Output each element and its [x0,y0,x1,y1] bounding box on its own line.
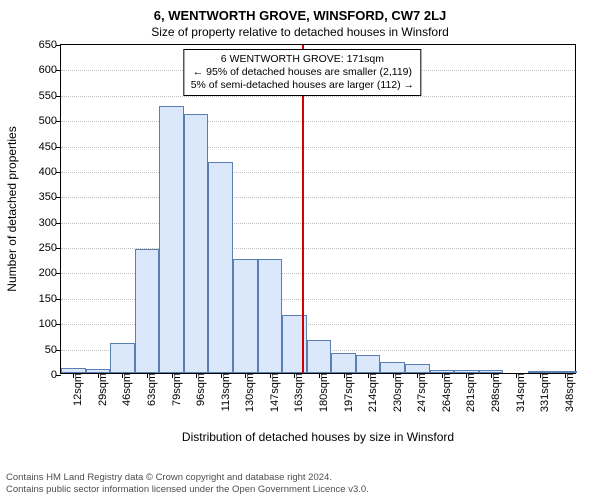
histogram-bar [405,364,430,373]
y-tick-label: 200 [39,267,61,279]
gridline [61,172,575,173]
histogram-bar [208,162,233,373]
x-tick-label: 197sqm [339,373,355,412]
x-tick-label: 180sqm [314,373,330,412]
annotation-line-1: 6 WENTWORTH GROVE: 171sqm [191,53,414,66]
y-tick-label: 300 [39,217,61,229]
y-tick-label: 600 [39,64,61,76]
footer-line-1: Contains HM Land Registry data © Crown c… [6,472,369,484]
annotation-line-2: ← 95% of detached houses are smaller (2,… [191,66,414,79]
histogram-bar [258,259,283,373]
gridline [61,223,575,224]
gridline [61,197,575,198]
x-tick-label: 113sqm [216,373,232,411]
annotation-line-3: 5% of semi-detached houses are larger (1… [191,79,414,92]
x-tick-label: 214sqm [363,373,379,412]
x-tick-label: 331sqm [535,373,551,412]
page-title: 6, WENTWORTH GROVE, WINSFORD, CW7 2LJ [0,0,600,23]
gridline [61,147,575,148]
y-tick-label: 500 [39,115,61,127]
x-tick-label: 348sqm [560,373,576,412]
y-axis-label: Number of detached properties [5,126,19,291]
x-tick-label: 247sqm [412,373,428,412]
attribution-footer: Contains HM Land Registry data © Crown c… [6,472,369,496]
y-tick-label: 100 [39,318,61,330]
x-tick-label: 79sqm [167,373,183,406]
annotation-box: 6 WENTWORTH GROVE: 171sqm← 95% of detach… [184,49,421,96]
footer-line-2: Contains public sector information licen… [6,484,369,496]
x-tick-label: 314sqm [511,373,527,412]
y-tick-label: 350 [39,191,61,203]
histogram-bar [380,362,405,373]
x-tick-label: 230sqm [388,373,404,412]
y-tick-label: 150 [39,293,61,305]
x-tick-label: 298sqm [486,373,502,412]
x-tick-label: 46sqm [117,373,133,406]
y-tick-label: 250 [39,242,61,254]
histogram-bar [110,343,135,373]
histogram-bar [233,259,258,373]
x-tick-label: 281sqm [461,373,477,412]
histogram-bar [135,249,160,373]
x-tick-label: 63sqm [142,373,158,406]
y-tick-label: 650 [39,39,61,51]
x-tick-label: 130sqm [240,373,256,412]
y-tick-label: 50 [45,344,61,356]
x-tick-label: 29sqm [93,373,109,406]
y-tick-label: 450 [39,141,61,153]
histogram-bar [184,114,209,373]
x-tick-label: 264sqm [437,373,453,412]
histogram-bar [159,106,184,373]
chart-container: 6, WENTWORTH GROVE, WINSFORD, CW7 2LJ Si… [0,0,600,500]
x-tick-label: 12sqm [68,373,84,406]
x-tick-label: 147sqm [265,373,281,412]
histogram-bar [307,340,332,373]
page-subtitle: Size of property relative to detached ho… [0,23,600,39]
x-tick-label: 163sqm [289,373,305,412]
x-tick-label: 96sqm [191,373,207,406]
plot-area: 0501001502002503003504004505005506006501… [60,44,576,374]
y-tick-label: 550 [39,90,61,102]
y-tick-label: 0 [51,369,61,381]
histogram-bar [356,355,381,373]
histogram-bar [331,353,356,373]
x-axis-label: Distribution of detached houses by size … [60,430,576,444]
y-tick-label: 400 [39,166,61,178]
gridline [61,121,575,122]
